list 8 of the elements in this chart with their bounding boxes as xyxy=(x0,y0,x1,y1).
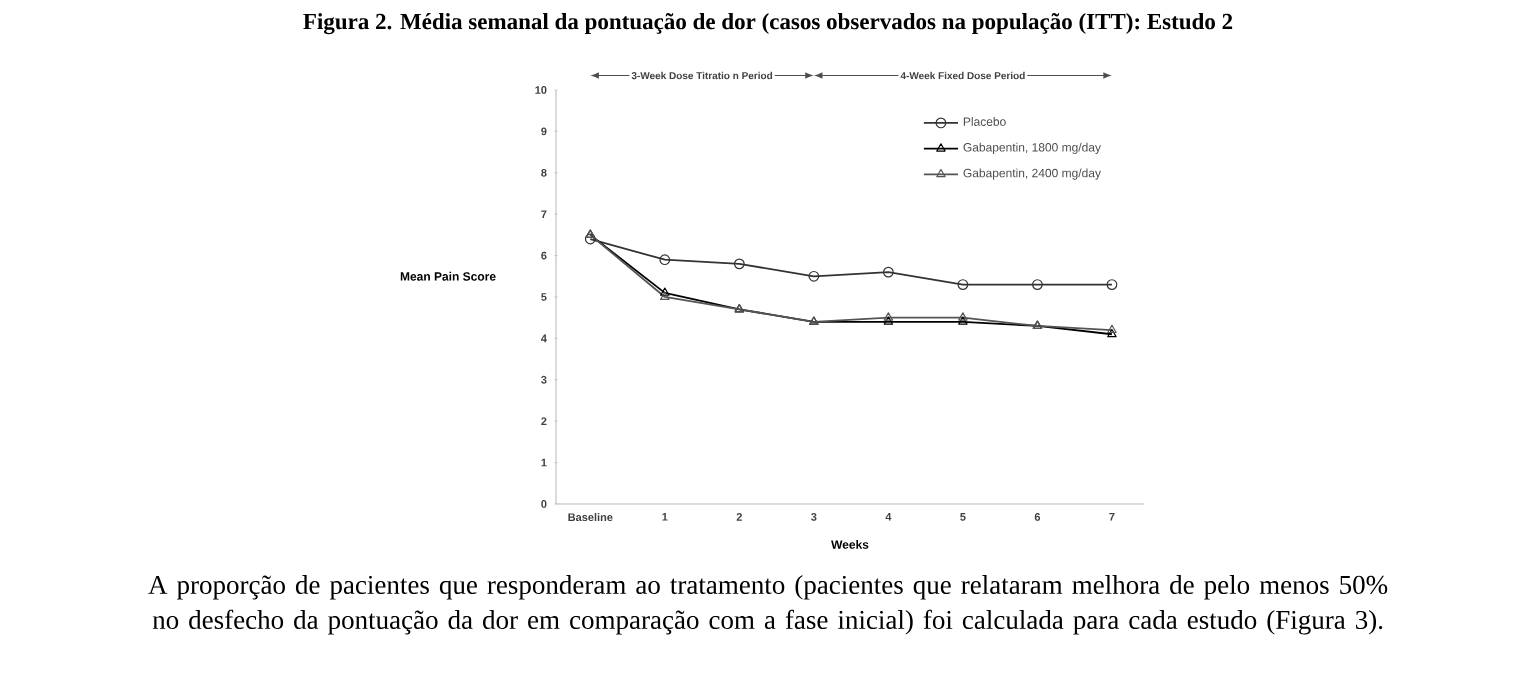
point xyxy=(733,258,745,270)
point xyxy=(808,270,820,282)
point xyxy=(659,254,671,266)
chart-title: Figura 2. Média semanal da pontuação de dor (casos observados na população (ITT): Estudo 2 xyxy=(303,13,1233,35)
point xyxy=(1032,279,1043,290)
text: A proporção de pacientes que responderam ao tratamento (pacientes que relataram melhora de pelo menos 50% no desfecho da pontuação da dor em comparação com a fase inicial) foi calculada para cada estudo (Figura 3). xyxy=(148,575,1388,635)
point xyxy=(957,279,969,290)
point xyxy=(882,266,894,278)
